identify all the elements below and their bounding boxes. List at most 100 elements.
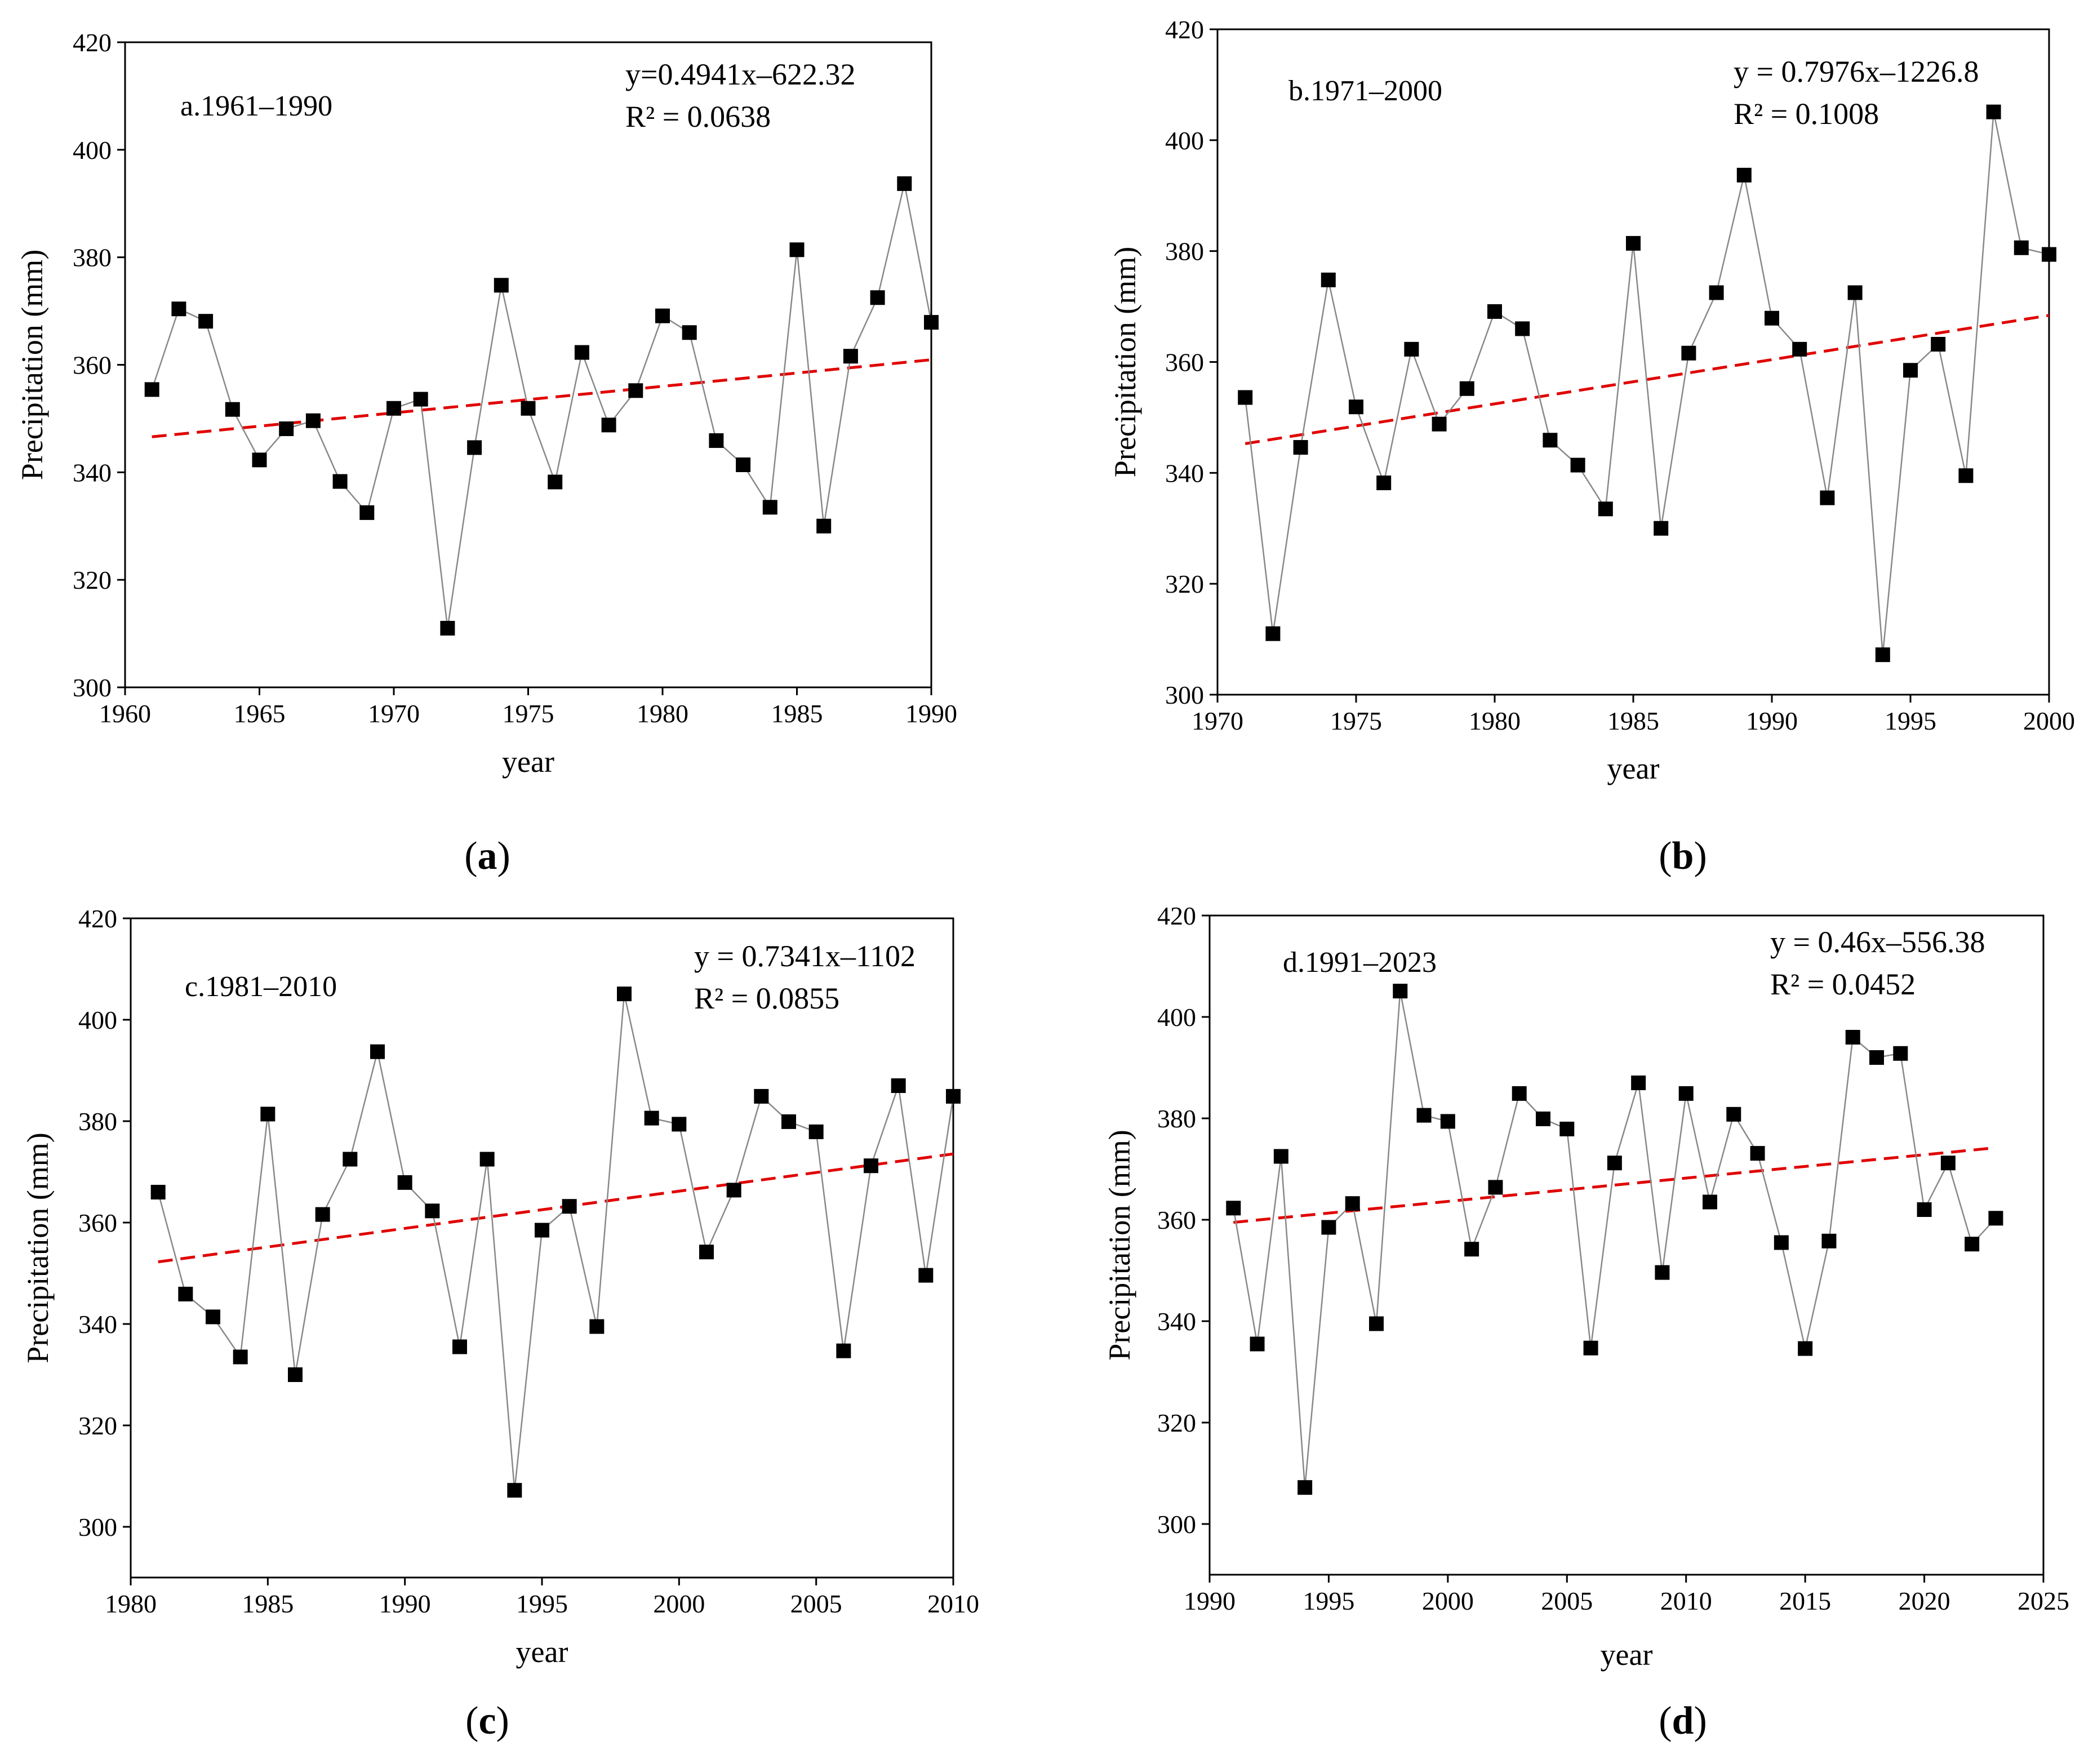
data-point-b-1971 bbox=[1238, 390, 1253, 405]
y-tick-label-d-300: 300 bbox=[1157, 1510, 1196, 1539]
y-tick-label-d-380: 380 bbox=[1157, 1104, 1196, 1133]
trend-equation-d: y = 0.46x–556.38 bbox=[1770, 925, 1985, 959]
data-point-c-1985 bbox=[260, 1107, 275, 1122]
x-tick-label-a-1980: 1980 bbox=[637, 699, 688, 728]
y-tick-label-c-420: 420 bbox=[78, 904, 117, 933]
x-tick-label-a-1985: 1985 bbox=[771, 699, 823, 728]
data-point-c-2007 bbox=[864, 1158, 878, 1174]
data-point-b-1980 bbox=[1487, 304, 1502, 319]
x-tick-label-d-2005: 2005 bbox=[1541, 1587, 1593, 1615]
y-tick-label-c-320: 320 bbox=[78, 1411, 117, 1440]
chart-c: 1980 1985 1990 1995 2000 2005 2010 300 320 340 360… bbox=[21, 904, 979, 1669]
y-tick-label-d-360: 360 bbox=[1157, 1206, 1196, 1234]
data-point-b-1985 bbox=[1626, 236, 1641, 251]
y-tick-label-d-320: 320 bbox=[1157, 1408, 1196, 1437]
chart-d: 1990 1995 2000 2005 2010 2015 2020 2025 300 320 34… bbox=[1103, 901, 2069, 1672]
data-point-b-1999 bbox=[2014, 240, 2029, 255]
data-point-c-1988 bbox=[343, 1152, 358, 1167]
x-tick-label-a-1965: 1965 bbox=[234, 699, 286, 728]
caption-c: (c) bbox=[465, 1699, 509, 1743]
x-tick-label-a-1970: 1970 bbox=[368, 699, 420, 728]
data-point-c-1991 bbox=[425, 1203, 440, 1219]
series-line-c bbox=[157, 993, 954, 1491]
data-point-d-2019 bbox=[1893, 1046, 1908, 1061]
data-point-b-1995 bbox=[1903, 363, 1918, 378]
x-tick-label-c-1995: 1995 bbox=[516, 1589, 568, 1618]
data-point-c-2003 bbox=[754, 1088, 769, 1104]
data-point-d-1993 bbox=[1273, 1149, 1288, 1164]
caption-d: (d) bbox=[1659, 1699, 1707, 1743]
y-tick-label-c-380: 380 bbox=[78, 1107, 117, 1136]
data-point-d-1992 bbox=[1250, 1336, 1265, 1352]
data-point-a-1976 bbox=[548, 474, 563, 490]
y-tick-label-a-300: 300 bbox=[73, 673, 112, 702]
data-point-d-1997 bbox=[1369, 1316, 1384, 1331]
caption-a: (a) bbox=[464, 834, 510, 878]
y-axis-title-a: Precipitation (mm) bbox=[15, 250, 49, 480]
data-point-a-1984 bbox=[762, 500, 777, 515]
chart-b: 1970 1975 1980 1985 1990 1995 2000 300 320 340 360… bbox=[1108, 15, 2075, 785]
data-point-b-1982 bbox=[1543, 433, 1558, 448]
caption-b: (b) bbox=[1659, 834, 1707, 878]
data-point-c-1990 bbox=[397, 1175, 412, 1190]
data-point-c-1986 bbox=[288, 1367, 303, 1382]
caption-d-letter: d bbox=[1672, 1699, 1694, 1743]
data-point-c-1983 bbox=[206, 1309, 220, 1325]
data-point-c-2009 bbox=[918, 1268, 934, 1283]
data-point-b-1984 bbox=[1598, 501, 1613, 517]
x-tick-label-b-1990: 1990 bbox=[1746, 707, 1798, 735]
data-point-d-2011 bbox=[1703, 1194, 1717, 1210]
data-point-b-1992 bbox=[1820, 490, 1835, 505]
data-point-c-1989 bbox=[370, 1044, 385, 1059]
x-tick-label-c-2000: 2000 bbox=[653, 1589, 705, 1618]
data-point-a-1987 bbox=[843, 349, 858, 364]
x-tick-label-c-2005: 2005 bbox=[790, 1589, 842, 1618]
data-point-b-1987 bbox=[1681, 345, 1696, 361]
y-tick-label-c-340: 340 bbox=[78, 1310, 117, 1339]
data-point-a-1990 bbox=[924, 315, 939, 330]
x-tick-label-a-1975: 1975 bbox=[503, 699, 554, 728]
data-point-d-2015 bbox=[1798, 1341, 1813, 1356]
data-point-c-2008 bbox=[891, 1078, 906, 1093]
x-tick-label-d-2010: 2010 bbox=[1660, 1587, 1712, 1615]
data-point-a-1978 bbox=[601, 417, 616, 433]
y-tick-label-d-340: 340 bbox=[1157, 1307, 1196, 1336]
x-tick-label-a-1990: 1990 bbox=[905, 699, 957, 728]
y-tick-label-a-420: 420 bbox=[73, 28, 112, 57]
data-point-d-2012 bbox=[1726, 1107, 1741, 1122]
data-point-a-1970 bbox=[386, 401, 401, 416]
data-point-d-2021 bbox=[1940, 1156, 1956, 1171]
data-point-a-1965 bbox=[252, 452, 267, 468]
data-point-c-1987 bbox=[315, 1207, 330, 1222]
data-point-d-2006 bbox=[1583, 1340, 1598, 1356]
caption-c-letter: c bbox=[478, 1699, 496, 1743]
panel-d: 1990 1995 2000 2005 2010 2015 2020 2025 300 320 34… bbox=[1046, 882, 2093, 1764]
x-tick-label-b-1970: 1970 bbox=[1192, 707, 1243, 735]
r-squared-d: R² = 0.0452 bbox=[1770, 967, 1916, 1001]
x-tick-label-b-1985: 1985 bbox=[1607, 707, 1659, 735]
x-tick-label-c-1990: 1990 bbox=[379, 1589, 431, 1618]
r-squared-c: R² = 0.0855 bbox=[694, 981, 839, 1015]
data-point-b-1996 bbox=[1931, 337, 1946, 352]
data-point-d-2003 bbox=[1512, 1086, 1527, 1101]
data-point-c-2001 bbox=[699, 1245, 714, 1260]
x-tick-label-a-1960: 1960 bbox=[99, 699, 151, 728]
data-point-c-2002 bbox=[726, 1183, 741, 1198]
data-point-c-1997 bbox=[589, 1319, 605, 1334]
y-tick-label-d-400: 400 bbox=[1157, 1003, 1196, 1032]
series-line-d bbox=[1233, 990, 1997, 1488]
y-tick-label-b-380: 380 bbox=[1165, 237, 1204, 266]
data-point-c-1982 bbox=[178, 1286, 193, 1301]
data-point-b-1972 bbox=[1265, 626, 1281, 641]
panel-a: 1960 1965 1970 1975 1980 1985 1990 300 320 340 360… bbox=[0, 0, 1046, 882]
x-axis-title-c: year bbox=[516, 1635, 568, 1669]
plot-frame-a bbox=[124, 41, 932, 688]
data-point-c-1981 bbox=[150, 1185, 166, 1199]
x-tick-label-d-1995: 1995 bbox=[1303, 1587, 1354, 1615]
x-tick-label-b-1995: 1995 bbox=[1885, 707, 1936, 735]
data-point-a-1967 bbox=[305, 413, 321, 428]
r-squared-b: R² = 0.1008 bbox=[1734, 97, 1879, 131]
data-point-a-1968 bbox=[332, 474, 348, 489]
x-tick-label-d-2025: 2025 bbox=[2018, 1587, 2069, 1615]
